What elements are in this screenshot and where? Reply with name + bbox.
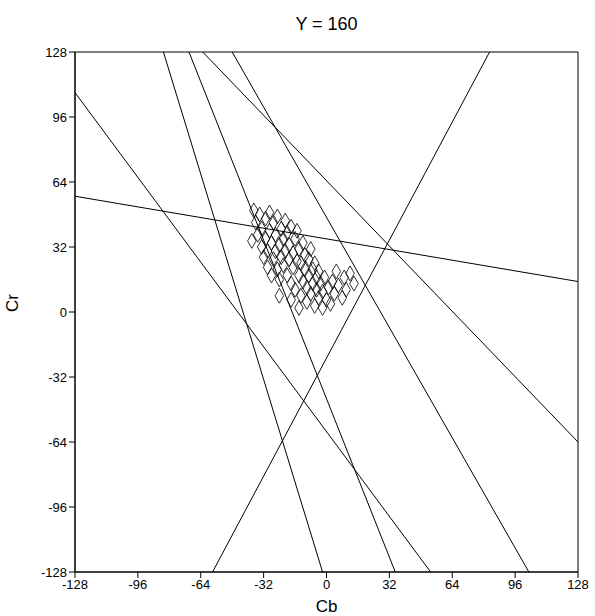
svg-text:Cb: Cb bbox=[316, 597, 338, 616]
svg-text:-64: -64 bbox=[191, 577, 210, 592]
html-text:Y = 160: Y = 160 bbox=[295, 14, 358, 34]
svg-text:-32: -32 bbox=[254, 577, 273, 592]
svg-text:Cr: Cr bbox=[3, 294, 22, 312]
svg-text:128: 128 bbox=[567, 577, 589, 592]
svg-text:96: 96 bbox=[508, 577, 522, 592]
svg-text:64: 64 bbox=[445, 577, 459, 592]
svg-text:64: 64 bbox=[53, 175, 67, 190]
svg-text:-128: -128 bbox=[41, 565, 67, 580]
svg-text:0: 0 bbox=[323, 577, 330, 592]
svg-text:32: 32 bbox=[53, 240, 67, 255]
svg-text:0: 0 bbox=[60, 305, 67, 320]
svg-text:-64: -64 bbox=[48, 435, 67, 450]
svg-text:-128: -128 bbox=[62, 577, 88, 593]
svg-text:128: 128 bbox=[45, 45, 67, 60]
svg-text:96: 96 bbox=[53, 110, 67, 125]
svg-text:-96: -96 bbox=[48, 500, 67, 515]
svg-text:-96: -96 bbox=[128, 577, 147, 592]
svg-text:32: 32 bbox=[382, 577, 396, 592]
svg-text:-32: -32 bbox=[48, 370, 67, 385]
